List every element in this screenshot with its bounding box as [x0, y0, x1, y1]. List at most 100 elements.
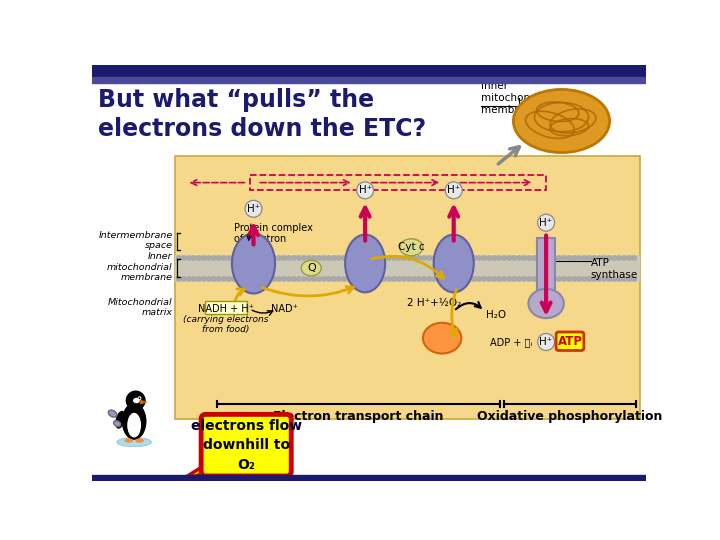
- Circle shape: [317, 276, 321, 281]
- Bar: [92, 77, 647, 83]
- Circle shape: [597, 255, 602, 260]
- Circle shape: [186, 276, 192, 281]
- Text: H⁺: H⁺: [359, 185, 372, 195]
- Ellipse shape: [528, 289, 564, 318]
- Circle shape: [446, 255, 451, 260]
- Circle shape: [451, 255, 456, 260]
- Ellipse shape: [135, 438, 144, 443]
- Circle shape: [426, 255, 431, 260]
- Circle shape: [482, 255, 487, 260]
- Circle shape: [241, 276, 246, 281]
- Ellipse shape: [125, 438, 133, 443]
- Circle shape: [472, 255, 477, 260]
- Circle shape: [231, 276, 236, 281]
- Circle shape: [356, 182, 374, 199]
- Circle shape: [552, 276, 557, 281]
- Circle shape: [397, 255, 402, 260]
- Circle shape: [282, 276, 287, 281]
- Circle shape: [246, 276, 251, 281]
- Circle shape: [512, 276, 517, 281]
- Circle shape: [557, 276, 562, 281]
- Text: H⁺: H⁺: [539, 218, 553, 228]
- Polygon shape: [140, 401, 146, 403]
- Circle shape: [617, 276, 621, 281]
- Circle shape: [207, 255, 211, 260]
- Circle shape: [517, 255, 521, 260]
- Circle shape: [407, 276, 412, 281]
- Circle shape: [217, 255, 221, 260]
- Text: Q: Q: [307, 263, 315, 273]
- Circle shape: [226, 255, 231, 260]
- Circle shape: [256, 276, 261, 281]
- Circle shape: [446, 276, 451, 281]
- Circle shape: [312, 276, 316, 281]
- Circle shape: [246, 255, 251, 260]
- FancyBboxPatch shape: [201, 414, 291, 476]
- Circle shape: [176, 276, 181, 281]
- Circle shape: [462, 255, 467, 260]
- Bar: [250, 175, 546, 190]
- Circle shape: [341, 276, 346, 281]
- Circle shape: [522, 276, 526, 281]
- Circle shape: [126, 390, 145, 410]
- Circle shape: [538, 214, 554, 231]
- Bar: [537, 238, 555, 292]
- Circle shape: [487, 276, 492, 281]
- Ellipse shape: [116, 411, 125, 428]
- Circle shape: [382, 255, 387, 260]
- Ellipse shape: [423, 323, 462, 354]
- Circle shape: [322, 255, 326, 260]
- Circle shape: [307, 255, 312, 260]
- Circle shape: [582, 276, 587, 281]
- Circle shape: [436, 276, 441, 281]
- Circle shape: [392, 276, 397, 281]
- Circle shape: [387, 276, 392, 281]
- Circle shape: [612, 255, 617, 260]
- Circle shape: [361, 276, 366, 281]
- Circle shape: [351, 255, 356, 260]
- Circle shape: [402, 255, 407, 260]
- Circle shape: [331, 276, 336, 281]
- Circle shape: [572, 276, 577, 281]
- Circle shape: [612, 276, 617, 281]
- Circle shape: [412, 276, 416, 281]
- Circle shape: [397, 276, 402, 281]
- Circle shape: [412, 255, 416, 260]
- Circle shape: [382, 276, 387, 281]
- Bar: [175, 156, 640, 419]
- Circle shape: [202, 276, 207, 281]
- Circle shape: [326, 276, 331, 281]
- Circle shape: [607, 255, 612, 260]
- Ellipse shape: [114, 421, 121, 427]
- Circle shape: [557, 255, 562, 260]
- Text: But what “pulls” the
electrons down the ETC?: But what “pulls” the electrons down the …: [98, 88, 426, 140]
- Circle shape: [245, 200, 262, 217]
- Circle shape: [617, 255, 621, 260]
- Circle shape: [276, 255, 282, 260]
- Circle shape: [377, 276, 382, 281]
- Circle shape: [422, 276, 426, 281]
- Circle shape: [507, 276, 512, 281]
- Circle shape: [276, 276, 282, 281]
- Circle shape: [192, 276, 197, 281]
- Circle shape: [507, 255, 512, 260]
- Circle shape: [346, 276, 351, 281]
- Text: Cyt c: Cyt c: [398, 242, 425, 252]
- Ellipse shape: [133, 398, 140, 403]
- Polygon shape: [183, 462, 222, 479]
- Circle shape: [587, 255, 592, 260]
- Circle shape: [531, 255, 536, 260]
- Circle shape: [212, 255, 216, 260]
- Circle shape: [366, 276, 372, 281]
- Text: Mitochondrial
matrix: Mitochondrial matrix: [108, 298, 173, 317]
- Circle shape: [317, 255, 321, 260]
- Circle shape: [577, 276, 582, 281]
- Ellipse shape: [232, 233, 275, 294]
- Circle shape: [292, 255, 297, 260]
- Text: NADH + H⁺: NADH + H⁺: [198, 304, 253, 314]
- Text: Inner
mitochondrial
membrane: Inner mitochondrial membrane: [481, 82, 553, 114]
- Circle shape: [492, 276, 497, 281]
- Bar: [92, 475, 647, 481]
- Circle shape: [622, 255, 626, 260]
- Circle shape: [441, 255, 446, 260]
